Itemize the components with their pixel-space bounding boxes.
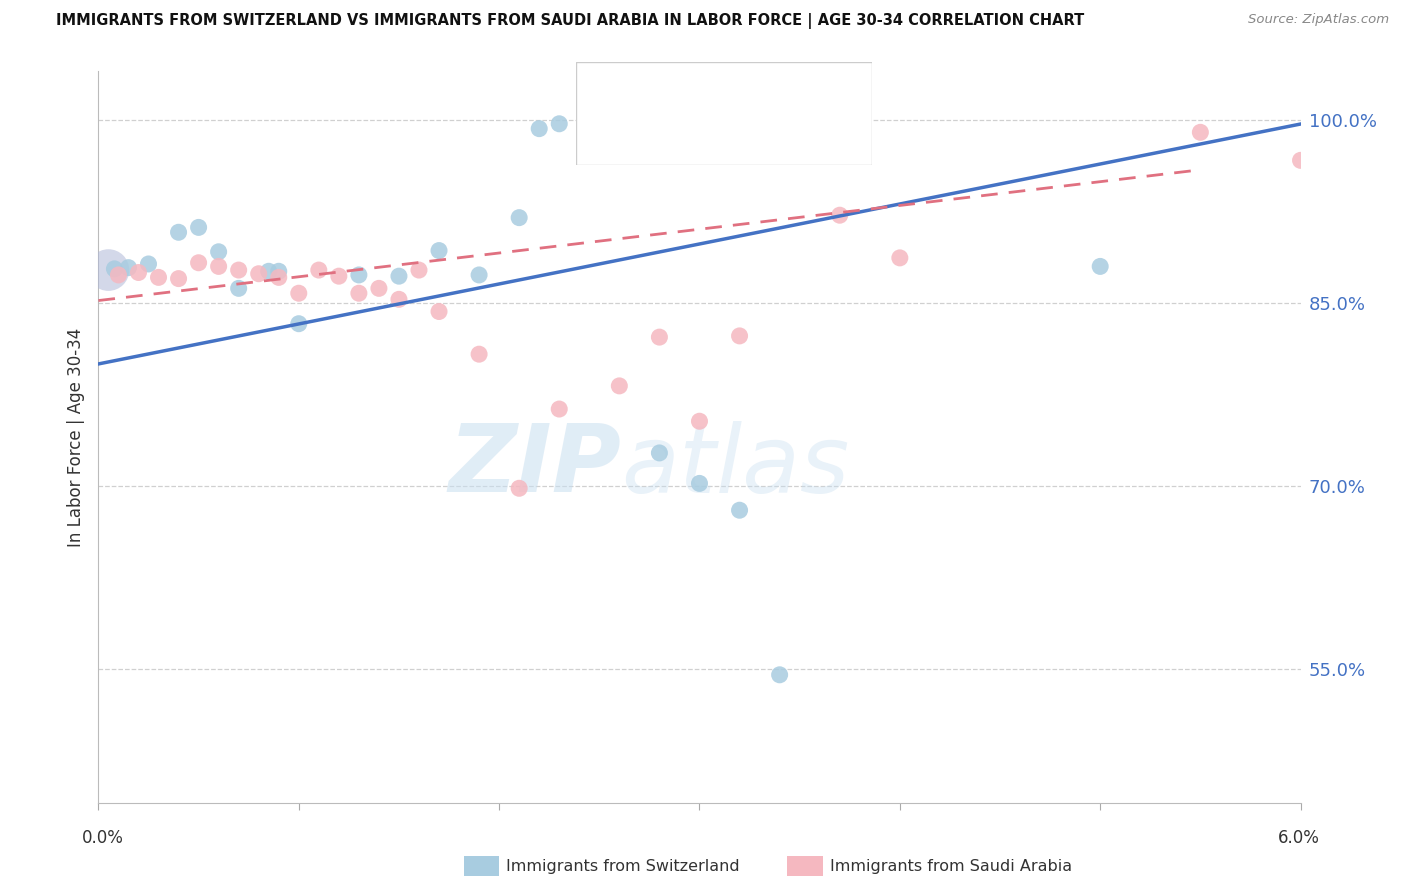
- Point: [187, 256, 209, 270]
- Point: [328, 269, 350, 284]
- Point: [347, 268, 370, 282]
- Point: [97, 263, 120, 277]
- Point: [288, 286, 311, 301]
- FancyBboxPatch shape: [582, 75, 627, 108]
- Point: [609, 379, 631, 393]
- Point: [689, 476, 711, 491]
- Point: [689, 414, 711, 428]
- Point: [508, 211, 530, 225]
- Text: Immigrants from Saudi Arabia: Immigrants from Saudi Arabia: [830, 859, 1071, 873]
- Point: [529, 121, 551, 136]
- Point: [648, 446, 671, 460]
- Point: [508, 481, 530, 495]
- Point: [167, 225, 190, 239]
- Point: [103, 261, 125, 276]
- Point: [1289, 153, 1312, 168]
- Text: 0.0%: 0.0%: [82, 829, 124, 847]
- FancyBboxPatch shape: [582, 123, 627, 156]
- Point: [228, 281, 250, 295]
- Point: [728, 503, 751, 517]
- Text: N = 22: N = 22: [754, 82, 815, 100]
- Point: [267, 264, 290, 278]
- Point: [468, 347, 491, 361]
- Point: [128, 266, 150, 280]
- Point: [548, 402, 571, 417]
- Text: IMMIGRANTS FROM SWITZERLAND VS IMMIGRANTS FROM SAUDI ARABIA IN LABOR FORCE | AGE: IMMIGRANTS FROM SWITZERLAND VS IMMIGRANT…: [56, 13, 1084, 29]
- Point: [828, 208, 851, 222]
- Point: [1189, 125, 1212, 139]
- Point: [388, 269, 411, 284]
- Point: [728, 329, 751, 343]
- Y-axis label: In Labor Force | Age 30-34: In Labor Force | Age 30-34: [66, 327, 84, 547]
- Point: [257, 264, 280, 278]
- Point: [468, 268, 491, 282]
- Point: [208, 260, 231, 274]
- Point: [427, 244, 450, 258]
- Point: [368, 281, 391, 295]
- Point: [408, 263, 430, 277]
- Point: [107, 268, 129, 282]
- Text: atlas: atlas: [621, 421, 849, 512]
- Point: [138, 257, 160, 271]
- Point: [288, 317, 311, 331]
- Point: [889, 251, 911, 265]
- Point: [388, 293, 411, 307]
- Point: [648, 330, 671, 344]
- Text: Source: ZipAtlas.com: Source: ZipAtlas.com: [1249, 13, 1389, 27]
- Text: N = 28: N = 28: [754, 128, 815, 145]
- Point: [117, 260, 139, 275]
- Point: [247, 267, 270, 281]
- Point: [267, 270, 290, 285]
- Text: 6.0%: 6.0%: [1278, 829, 1320, 847]
- Point: [148, 270, 170, 285]
- Point: [308, 263, 330, 277]
- Point: [1090, 260, 1112, 274]
- Point: [187, 220, 209, 235]
- Text: ZIP: ZIP: [449, 420, 621, 512]
- Text: R = 0.337: R = 0.337: [636, 128, 727, 145]
- Point: [167, 271, 190, 285]
- FancyBboxPatch shape: [576, 62, 872, 165]
- Point: [427, 304, 450, 318]
- Point: [208, 244, 231, 259]
- Point: [548, 117, 571, 131]
- Text: Immigrants from Switzerland: Immigrants from Switzerland: [506, 859, 740, 873]
- Point: [228, 263, 250, 277]
- Text: R = 0.281: R = 0.281: [636, 82, 725, 100]
- Point: [769, 667, 792, 682]
- Point: [347, 286, 370, 301]
